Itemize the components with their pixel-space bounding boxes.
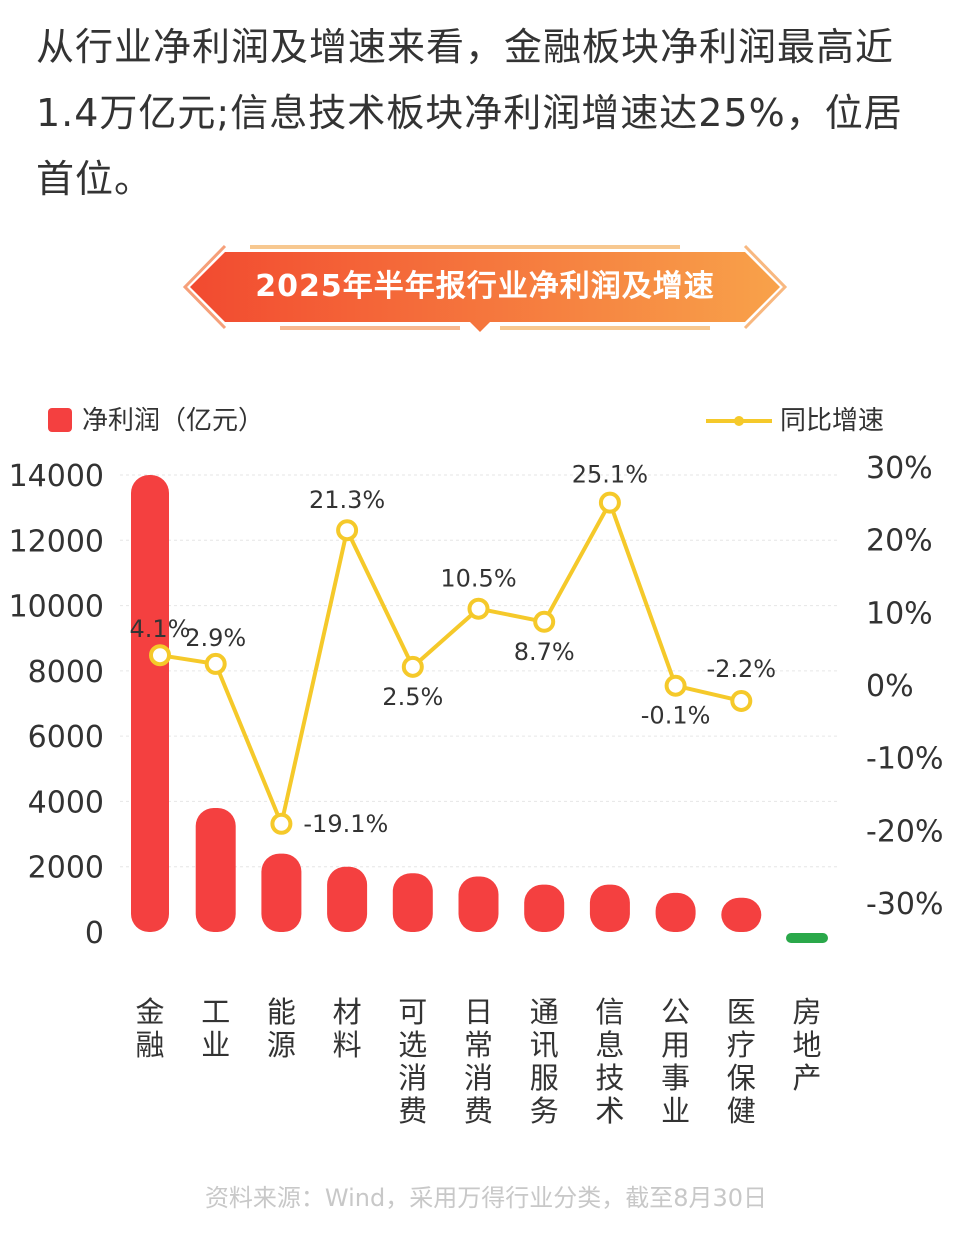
growth-data-label: -0.1% [641, 702, 711, 730]
category-label: 公 [661, 995, 690, 1029]
category-label: 材 [333, 995, 362, 1029]
category-label: 常 [464, 1028, 493, 1062]
growth-data-label: 2.9% [185, 624, 246, 652]
bar [392, 873, 433, 932]
growth-point [664, 674, 687, 697]
category-label: 用 [661, 1028, 690, 1062]
category-label: 料 [333, 1028, 362, 1062]
growth-data-label: 21.3% [309, 486, 385, 514]
source-note: 资料来源：Wind，采用万得行业分类，截至8月30日 [204, 1184, 768, 1212]
left-tick-label: 12000 [9, 524, 104, 559]
category-label: 息 [595, 1028, 624, 1062]
bar [589, 884, 630, 932]
category-label: 能 [267, 995, 296, 1029]
bar [327, 866, 368, 932]
category-label: 消 [464, 1061, 493, 1095]
chart-title-banner: 2025年半年报行业净利润及增速 [180, 244, 790, 339]
right-tick-label: -10% [866, 742, 944, 777]
category-label: 产 [792, 1061, 821, 1095]
right-tick-label: -20% [866, 814, 944, 849]
category-label: 源 [267, 1028, 296, 1062]
growth-point [730, 689, 753, 712]
category-label: 服 [530, 1061, 559, 1095]
right-tick-label: 0% [866, 669, 914, 704]
bar [458, 876, 499, 932]
legend-bar-swatch [48, 408, 72, 432]
banner-shape [182, 244, 788, 332]
right-tick-label: 20% [866, 524, 933, 559]
category-label: 业 [661, 1094, 690, 1128]
right-tick-label: -30% [866, 887, 944, 922]
growth-point [533, 610, 556, 633]
left-tick-label: 14000 [9, 459, 104, 494]
growth-data-label: 8.7% [514, 638, 575, 666]
category-label: 事 [661, 1061, 690, 1095]
category-label: 务 [530, 1094, 559, 1128]
growth-point [598, 491, 621, 514]
category-label: 日 [464, 995, 493, 1029]
intro-text: 从行业净利润及增速来看，金融板块净利润最高近1.4万亿元;信息技术板块净利润增速… [36, 25, 903, 201]
category-label: 选 [398, 1028, 427, 1062]
bar [524, 884, 565, 932]
category-label: 金 [135, 995, 164, 1029]
category-label: 信 [595, 995, 624, 1029]
bar [261, 853, 302, 932]
right-tick-label: 10% [866, 596, 933, 631]
legend-line-label: 同比增速 [780, 406, 885, 436]
category-label: 保 [727, 1061, 756, 1095]
bar [721, 897, 762, 932]
growth-data-label: 10.5% [440, 565, 516, 593]
category-label: 技 [595, 1061, 624, 1095]
bar [786, 933, 828, 943]
growth-data-label: 4.1% [130, 615, 191, 643]
category-label: 房 [792, 995, 821, 1029]
category-label: 术 [595, 1094, 624, 1128]
bar [195, 807, 236, 932]
growth-data-label: 2.5% [382, 683, 443, 711]
growth-point [336, 519, 359, 542]
growth-point [467, 597, 490, 620]
category-label: 地 [792, 1028, 821, 1062]
category-label: 通 [530, 995, 559, 1029]
chart-title: 2025年半年报行业净利润及增速 [255, 269, 715, 304]
growth-data-label: -2.2% [706, 655, 776, 683]
left-tick-label: 0 [85, 916, 104, 951]
category-label: 费 [398, 1094, 427, 1128]
left-tick-label: 8000 [28, 655, 104, 690]
category-label: 健 [727, 1094, 756, 1128]
category-label: 工 [201, 995, 230, 1029]
category-label: 融 [135, 1028, 164, 1062]
bar [655, 892, 696, 932]
category-label: 费 [464, 1094, 493, 1128]
growth-point [401, 655, 424, 678]
legend-line-swatch [706, 416, 772, 426]
growth-data-label: 25.1% [572, 461, 648, 489]
left-tick-label: 6000 [28, 720, 104, 755]
category-label: 可 [398, 995, 427, 1029]
growth-point [149, 644, 171, 667]
category-label: 讯 [530, 1028, 559, 1062]
right-tick-label: 30% [866, 451, 933, 486]
growth-point [204, 652, 227, 675]
growth-data-label: -19.1% [303, 810, 388, 838]
left-tick-label: 2000 [28, 851, 104, 886]
legend-bar-label: 净利润（亿元） [82, 406, 265, 436]
category-label: 消 [398, 1061, 427, 1095]
legend-line: 同比增速 [706, 400, 884, 437]
legend-bar: 净利润（亿元） [48, 400, 264, 437]
combo-chart: 0 2000 4000 6000 8000 10000 12000 14000 -30% -20%… [9, 451, 944, 1128]
left-tick-label: 4000 [28, 785, 104, 820]
category-label: 业 [201, 1028, 230, 1062]
category-label: 医 [727, 995, 756, 1029]
left-tick-label: 10000 [9, 590, 104, 625]
category-label: 疗 [727, 1028, 756, 1062]
growth-line [159, 497, 742, 831]
growth-point [270, 812, 293, 835]
bar [131, 475, 169, 932]
